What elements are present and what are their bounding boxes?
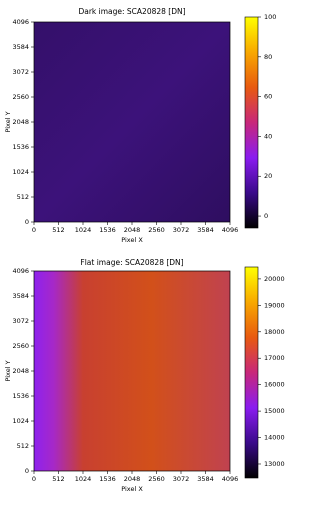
x-tick-label: 2560 [148, 226, 165, 234]
colorbar-tick-label: 0 [264, 212, 268, 220]
colorbar-tick-label: 60 [264, 93, 272, 101]
x-tick-label: 0 [32, 226, 36, 234]
x-tick-label: 0 [32, 475, 36, 483]
x-tick-label: 1536 [99, 226, 116, 234]
x-tick-label: 512 [52, 226, 64, 234]
chart-title: Dark image: SCA20828 [DN] [78, 7, 185, 16]
colorbar [244, 266, 259, 479]
y-tick-label: 1536 [12, 392, 29, 400]
y-tick-label: 0 [25, 467, 29, 475]
y-tick-label: 2560 [12, 342, 29, 350]
x-tick-label: 2560 [148, 475, 165, 483]
colorbar-tick-label: 40 [264, 132, 272, 140]
figure: Dark image: SCA20828 [DN]0 512 1024 1536 204… [4, 7, 285, 493]
y-tick-label: 3072 [12, 317, 29, 325]
x-tick-label: 4096 [222, 226, 239, 234]
y-tick-label: 512 [17, 193, 29, 201]
colorbar-tick-label: 16000 [264, 381, 285, 389]
x-tick-label: 2048 [124, 226, 141, 234]
y-tick-label: 3584 [12, 292, 29, 300]
y-tick-label: 2048 [12, 367, 29, 375]
x-tick-label: 3584 [197, 226, 214, 234]
y-tick-label: 1024 [12, 417, 29, 425]
y-tick-label: 0 [25, 218, 29, 226]
x-axis-label: Pixel X [121, 485, 143, 493]
y-tick-label: 4096 [12, 267, 29, 275]
colorbar-tick-label: 14000 [264, 434, 285, 442]
colorbar-tick-label: 17000 [264, 354, 285, 362]
x-tick-label: 3584 [197, 475, 214, 483]
x-axis-label: Pixel X [121, 236, 143, 244]
x-tick-label: 512 [52, 475, 64, 483]
x-tick-label: 3072 [173, 475, 190, 483]
colorbar-tick-label: 19000 [264, 301, 285, 309]
y-tick-label: 2560 [12, 93, 29, 101]
colorbar-tick-label: 20000 [264, 275, 285, 283]
y-tick-label: 4096 [12, 18, 29, 26]
y-tick-label: 512 [17, 442, 29, 450]
x-tick-label: 1024 [75, 475, 92, 483]
y-tick-label: 1536 [12, 143, 29, 151]
y-tick-label: 1024 [12, 168, 29, 176]
y-axis-label: Pixel Y [4, 360, 12, 381]
colorbar-tick-label: 20 [264, 172, 272, 180]
x-tick-label: 4096 [222, 475, 239, 483]
y-tick-label: 2048 [12, 118, 29, 126]
colorbar-tick-label: 15000 [264, 407, 285, 415]
colorbar [244, 16, 259, 229]
chart-title: Flat image: SCA20828 [DN] [80, 258, 183, 267]
flat-image [34, 271, 230, 471]
x-tick-label: 1536 [99, 475, 116, 483]
colorbar-tick-label: 13000 [264, 460, 285, 468]
y-axis-label: Pixel Y [4, 111, 12, 132]
dark-image [34, 22, 230, 222]
x-tick-label: 1024 [75, 226, 92, 234]
y-tick-label: 3584 [12, 43, 29, 51]
colorbar-tick-label: 80 [264, 53, 272, 61]
x-tick-label: 2048 [124, 475, 141, 483]
colorbar-tick-label: 100 [264, 13, 276, 21]
x-tick-label: 3072 [173, 226, 190, 234]
colorbar-tick-label: 18000 [264, 328, 285, 336]
y-tick-label: 3072 [12, 68, 29, 76]
